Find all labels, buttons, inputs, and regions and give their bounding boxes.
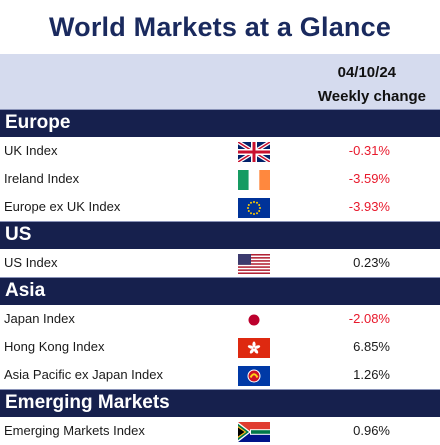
section-em-label: Emerging Markets [5, 392, 170, 413]
weekly-change-value: -0.31% [348, 143, 390, 158]
row-label: US Index [4, 255, 58, 270]
ireland-flag-icon [238, 170, 270, 190]
row-asia-pacific-ex-japan-index: Asia Pacific ex Japan Index 1.26% [0, 361, 440, 389]
row-hong-kong-index: Hong Kong Index 6.85% [0, 333, 440, 361]
us-flag-icon [238, 254, 270, 274]
header-band: 04/10/24 Weekly change [0, 54, 440, 109]
section-europe-label: Europe [5, 112, 71, 133]
section-us-label: US [5, 224, 32, 245]
section-emerging-markets: Emerging Markets [0, 389, 440, 417]
row-emerging-markets-index: Emerging Markets Index 0.96% [0, 417, 440, 445]
hong-kong-flag-icon [238, 338, 270, 358]
row-japan-index: Japan Index -2.08% [0, 305, 440, 333]
weekly-change-value: -3.93% [348, 199, 390, 214]
south-africa-flag-icon [238, 422, 270, 442]
row-label: Asia Pacific ex Japan Index [4, 367, 163, 382]
row-europe-ex-uk-index: Europe ex UK Index -3.93% [0, 193, 440, 221]
section-asia-label: Asia [5, 280, 46, 301]
row-label: UK Index [4, 143, 58, 158]
section-us: US [0, 221, 440, 249]
title-bar: World Markets at a Glance [0, 0, 440, 54]
asean-flag-icon [238, 366, 270, 386]
row-label: Emerging Markets Index [4, 423, 145, 438]
date-label: 04/10/24 [337, 64, 396, 81]
row-label: Japan Index [4, 311, 75, 326]
weekly-change-value: -3.59% [348, 171, 390, 186]
section-europe: Europe [0, 109, 440, 137]
weekly-change-value: 6.85% [353, 339, 390, 354]
row-label: Hong Kong Index [4, 339, 105, 354]
row-label: Europe ex UK Index [4, 199, 121, 214]
section-asia: Asia [0, 277, 440, 305]
weekly-change-value: -2.08% [348, 311, 390, 326]
eu-flag-icon [238, 198, 270, 218]
weekly-change-value: 0.96% [353, 423, 390, 438]
row-label: Ireland Index [4, 171, 80, 186]
row-uk-index: UK Index -0.31% [0, 137, 440, 165]
row-ireland-index: Ireland Index -3.59% [0, 165, 440, 193]
weekly-change-value: 1.26% [353, 367, 390, 382]
page-title: World Markets at a Glance [48, 11, 392, 42]
row-us-index: US Index 0.23% [0, 249, 440, 277]
weekly-change-value: 0.23% [353, 255, 390, 270]
uk-flag-icon [238, 142, 270, 162]
weekly-change-header: Weekly change [317, 88, 426, 105]
japan-flag-icon [238, 310, 270, 330]
